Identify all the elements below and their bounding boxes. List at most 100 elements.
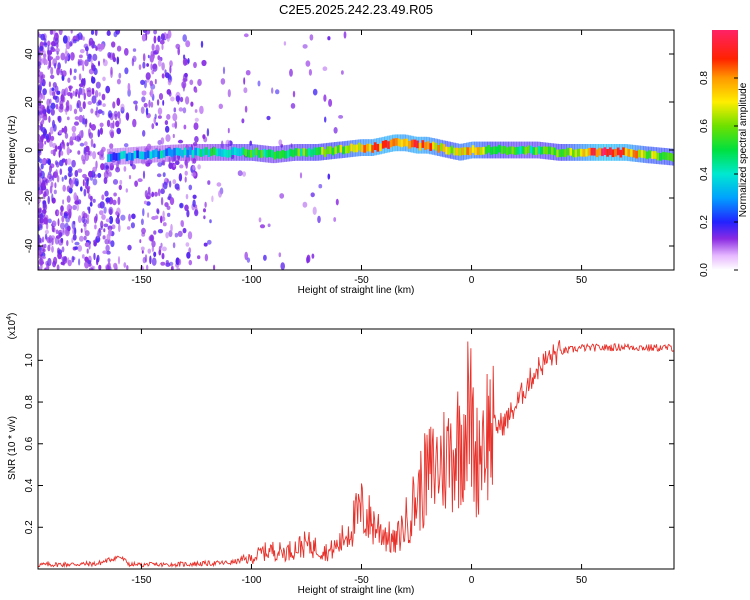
spectrogram-noise-cell xyxy=(101,93,106,101)
spectrogram-noise-cell xyxy=(103,177,108,184)
spectrogram-ridge-cell xyxy=(168,148,171,156)
spectrogram-noise-cell xyxy=(183,124,187,130)
spectrogram-ridge-cell xyxy=(379,143,382,152)
spectrogram-noise-cell xyxy=(50,149,55,155)
spectrogram-noise-cell xyxy=(58,30,63,36)
snr-scale-label-end: ) xyxy=(7,313,18,316)
spectrogram-noise-cell xyxy=(81,60,85,67)
spectrogram-noise-cell xyxy=(57,210,60,216)
spectrogram-ridge-cell xyxy=(318,147,322,155)
spectrogram-noise-cell xyxy=(187,58,190,64)
spectrogram-ridge-cell xyxy=(170,149,174,158)
colorbar-tick-label: 0.0 xyxy=(699,263,710,277)
spectrogram-ridge-cell xyxy=(123,150,126,159)
spectrogram-noise-cell xyxy=(42,88,47,96)
spectrogram-noise-cell xyxy=(38,203,41,208)
spectrogram-ridge-cell xyxy=(508,146,512,155)
spectrogram-noise-cell xyxy=(69,104,73,112)
spectrogram-noise-cell xyxy=(333,127,338,134)
spectrogram-noise-cell xyxy=(50,74,55,79)
x-tick-label: 0 xyxy=(469,575,475,586)
spectrogram-ridge-cell xyxy=(437,145,440,153)
spectrogram-noise-cell xyxy=(220,78,226,85)
spectrogram-noise-cell xyxy=(54,62,57,69)
spectrogram-noise-cell xyxy=(170,223,173,233)
spectrogram-ridge-cell xyxy=(495,146,498,155)
spectrogram-noise-cell xyxy=(183,54,186,60)
spectrogram-ridge-cell xyxy=(234,147,237,155)
y-tick-label: 0 xyxy=(24,147,35,153)
colorbar-tick-label: 0.4 xyxy=(699,167,710,181)
spectrogram-ridge-cell xyxy=(548,146,551,155)
spectrogram-noise-cell xyxy=(154,215,159,220)
spectrogram-ridge-cell xyxy=(360,144,364,153)
spectrogram-ridge-cell xyxy=(255,147,258,156)
spectrogram-noise-cell xyxy=(110,240,115,248)
spectrogram-noise-cell xyxy=(302,201,308,208)
spectrogram-noise-cell xyxy=(69,140,74,146)
spectrogram-noise-cell xyxy=(146,201,151,206)
spectrogram-noise-cell xyxy=(141,33,146,42)
spectrogram-ridge-cell xyxy=(574,149,578,158)
y-tick-label: 0.6 xyxy=(24,436,35,450)
spectrogram-noise-cell xyxy=(41,236,45,243)
spectrogram-noise-cell xyxy=(75,91,78,97)
spectrogram-noise-cell xyxy=(179,164,184,169)
spectrogram-noise-cell xyxy=(140,265,144,270)
spectrogram-noise-cell xyxy=(39,45,44,52)
spectrogram-ridge-cell xyxy=(239,148,242,157)
spectrogram-noise-cell xyxy=(169,60,173,67)
spectrogram-noise-cell xyxy=(63,212,68,219)
spectrogram-ridge-cell xyxy=(492,146,496,154)
spectrogram-ridge-cell xyxy=(175,147,179,156)
spectrogram-noise-cell xyxy=(203,208,206,213)
spectrogram-ridge-cell xyxy=(342,146,345,155)
spectrogram-ridge-cell xyxy=(265,150,269,158)
spectrogram-noise-cell xyxy=(109,112,114,121)
spectrogram-noise-cell xyxy=(186,209,190,218)
spectrogram-noise-cell xyxy=(77,215,82,224)
spectrogram-noise-cell xyxy=(149,80,154,87)
spectrogram-noise-cell xyxy=(185,160,188,169)
spectrogram-ridge-cell xyxy=(112,152,116,160)
spectrogram-ridge-cell xyxy=(616,147,620,156)
spectrogram-noise-cell xyxy=(142,170,146,179)
spectrogram-noise-cell xyxy=(67,166,73,173)
spectrogram-noise-cell xyxy=(56,175,60,183)
spectrogram-ridge-cell xyxy=(223,149,226,157)
spectrogram-noise-cell xyxy=(131,164,136,170)
spectrogram-noise-cell xyxy=(132,118,137,128)
spectrogram-ridge-cell xyxy=(136,150,139,159)
spectrogram-noise-cell xyxy=(116,45,122,52)
spectrogram-noise-cell xyxy=(104,190,109,197)
spectrogram-ridge-cell xyxy=(418,142,422,151)
spectrogram-noise-cell xyxy=(312,206,317,215)
spectrogram-noise-cell xyxy=(77,199,82,205)
spectrogram-ridge-cell xyxy=(558,149,562,158)
spectrogram-noise-cell xyxy=(137,178,143,183)
spectrogram-ridge-cell xyxy=(138,151,142,160)
spectrogram-noise-cell xyxy=(49,30,53,35)
spectrogram-noise-cell xyxy=(48,60,52,69)
spectrogram-ridge-cell xyxy=(661,151,665,160)
spectrogram-noise-cell xyxy=(42,248,46,253)
spectrogram-noise-cell xyxy=(113,192,117,197)
spectrogram-noise-cell xyxy=(49,139,53,148)
spectrogram-ridge-cell xyxy=(566,147,570,156)
spectrogram-ridge-cell xyxy=(323,149,327,157)
spectrogram-noise-cell xyxy=(55,229,59,235)
spectrogram-ridge-cell xyxy=(516,146,520,155)
spectrogram-noise-cell xyxy=(42,181,46,191)
spectrogram-noise-cell xyxy=(42,203,48,211)
spectrogram-ridge-cell xyxy=(252,149,256,158)
spectrogram-noise-cell xyxy=(100,225,103,231)
spectrogram-noise-cell xyxy=(275,89,280,95)
spectrogram-noise-cell xyxy=(343,31,347,39)
spectrogram-noise-cell xyxy=(51,225,55,233)
spectrogram-noise-cell xyxy=(292,90,296,98)
spectrogram-noise-cell xyxy=(192,164,196,171)
spectrogram-noise-cell xyxy=(271,87,274,94)
spectrogram-noise-cell xyxy=(244,105,248,113)
spectrogram-ridge-cell xyxy=(579,148,583,157)
x-tick-label: 50 xyxy=(576,575,588,586)
